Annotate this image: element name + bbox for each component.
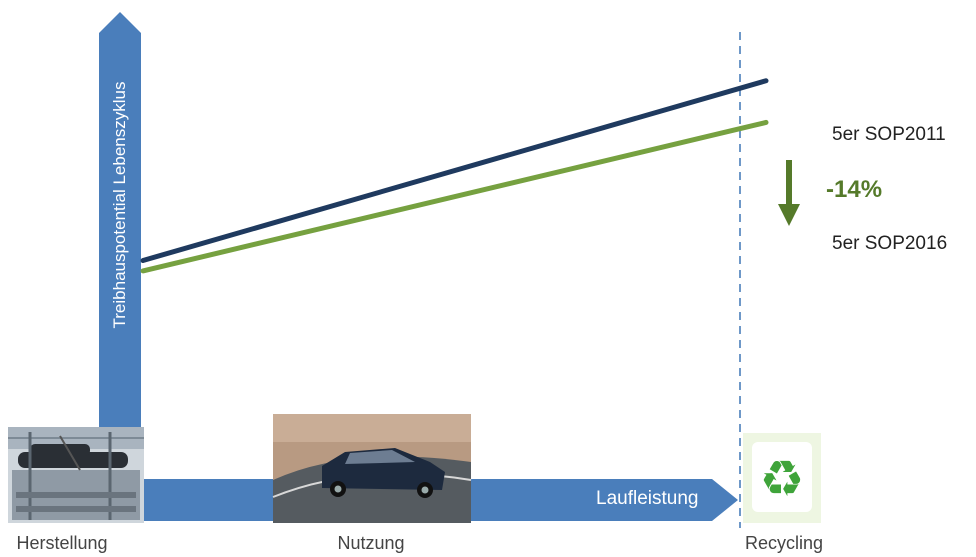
series-line-sop2011 <box>140 78 769 263</box>
recycle-icon: ♻ <box>743 433 821 523</box>
y-axis-label: Treibhauspotential Lebenszyklus <box>110 81 129 329</box>
x-axis-label: Laufleistung <box>596 488 699 509</box>
phase-label-recycling: Recycling <box>744 533 824 553</box>
delta-arrow <box>778 160 800 226</box>
series-label-sop2016: 5er SOP2016 <box>832 233 948 254</box>
phase-label-nutzung: Nutzung <box>337 533 405 553</box>
y-axis-arrow <box>99 12 141 521</box>
phase-label-herstellung: Herstellung <box>16 533 108 553</box>
series-line-sop2016 <box>140 119 769 274</box>
car-on-road-icon <box>272 414 472 523</box>
factory-robot-icon <box>8 427 144 523</box>
series-label-sop2011: 5er SOP2011 <box>832 124 946 145</box>
delta-label: -14% <box>826 176 883 203</box>
svg-text:♻: ♻ <box>760 450 805 508</box>
